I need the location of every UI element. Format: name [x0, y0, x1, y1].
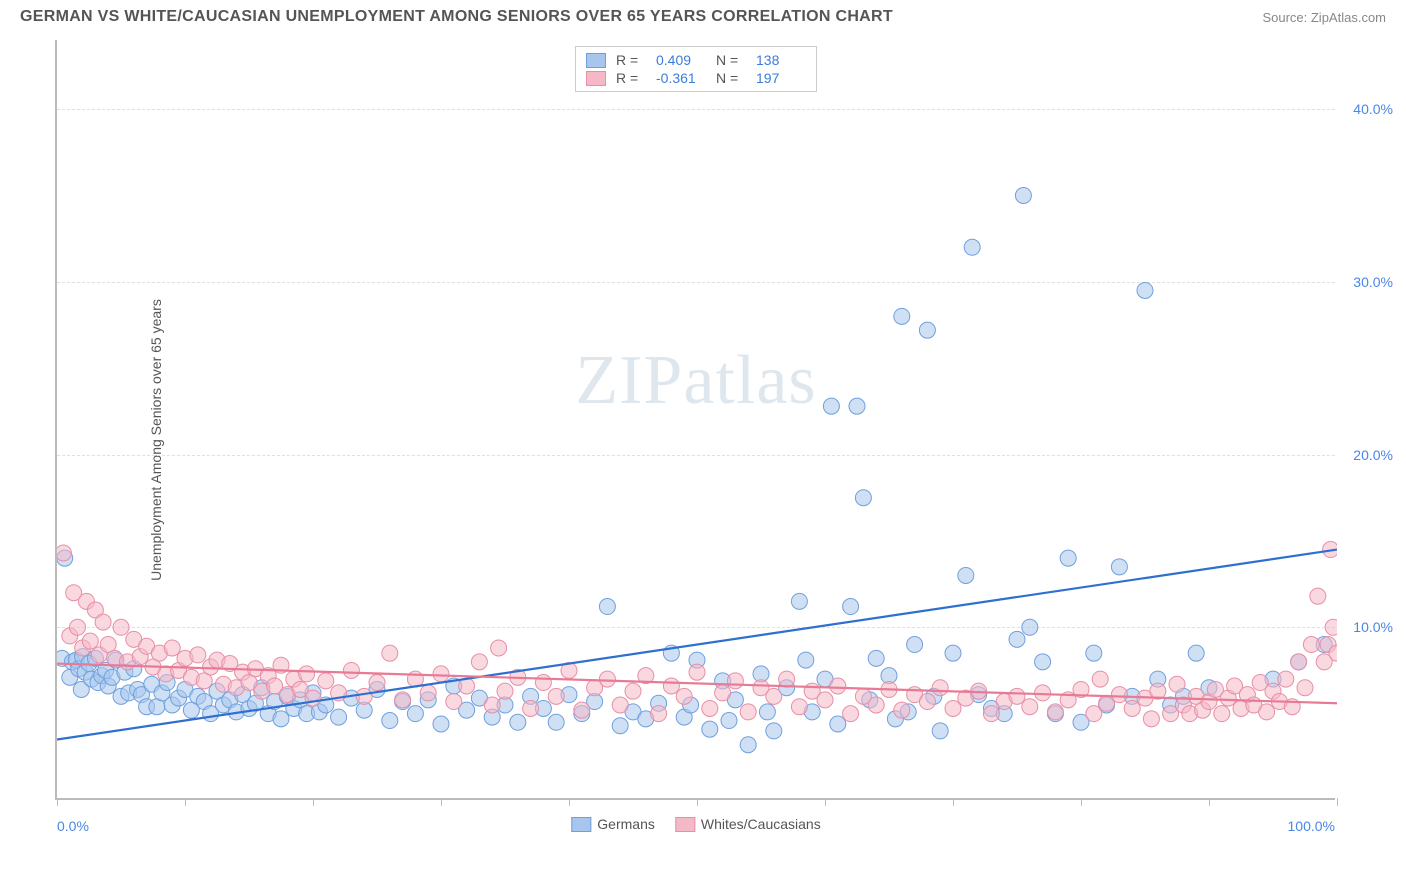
series-legend: Germans Whites/Caucasians [571, 816, 820, 832]
swatch-germans [571, 817, 591, 832]
legend-row-germans: R = 0.409 N = 138 [586, 51, 806, 69]
x-label-right: 100.0% [1288, 818, 1335, 834]
swatch-germans [586, 53, 606, 68]
legend-label: Whites/Caucasians [701, 816, 821, 832]
r-label: R = [616, 70, 646, 86]
r-value-whites: -0.361 [656, 70, 706, 86]
correlation-legend: R = 0.409 N = 138 R = -0.361 N = 197 [575, 46, 817, 92]
y-tick-label: 40.0% [1353, 101, 1393, 117]
n-value-whites: 197 [756, 70, 806, 86]
legend-item-whites: Whites/Caucasians [675, 816, 821, 832]
n-label: N = [716, 52, 746, 68]
source-label: Source: ZipAtlas.com [1262, 10, 1386, 25]
y-tick-label: 20.0% [1353, 447, 1393, 463]
n-label: N = [716, 70, 746, 86]
legend-label: Germans [597, 816, 655, 832]
trend-lines [57, 40, 1337, 800]
chart-title: GERMAN VS WHITE/CAUCASIAN UNEMPLOYMENT A… [20, 8, 893, 26]
swatch-whites [586, 71, 606, 86]
legend-row-whites: R = -0.361 N = 197 [586, 69, 806, 87]
y-tick-label: 30.0% [1353, 274, 1393, 290]
r-value-germans: 0.409 [656, 52, 706, 68]
legend-item-germans: Germans [571, 816, 655, 832]
r-label: R = [616, 52, 646, 68]
n-value-germans: 138 [756, 52, 806, 68]
x-label-left: 0.0% [57, 818, 89, 834]
y-tick-label: 10.0% [1353, 619, 1393, 635]
chart-container: Unemployment Among Seniors over 65 years… [55, 40, 1385, 840]
swatch-whites [675, 817, 695, 832]
plot-area: ZIPatlas 10.0%20.0%30.0%40.0% R = 0.409 … [55, 40, 1335, 800]
